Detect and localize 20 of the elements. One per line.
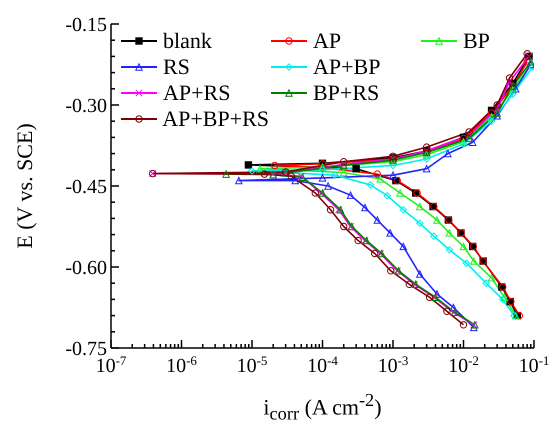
x-tick-label: 10$^{-4}$: [307, 352, 338, 377]
y-tick-label: -0.45: [65, 176, 107, 198]
legend-label: RS: [163, 54, 190, 80]
x-tick-label: 10$^{-6}$: [166, 352, 198, 377]
legend-label: BP+RS: [313, 80, 380, 106]
y-tick-label: -0.15: [65, 14, 107, 36]
x-axis-title: i$_{corr}$ (A cm$^{-2}$): [262, 390, 383, 425]
x-tick-label: 10$^{-1}$: [518, 352, 550, 377]
y-axis-title: E (V vs. SCE): [12, 123, 38, 249]
legend-label: AP+RS: [163, 80, 230, 106]
x-tick-label: 10$^{-2}$: [448, 352, 479, 377]
x-tick-label: 10$^{-5}$: [236, 352, 268, 377]
x-tick-label: 10$^{-3}$: [378, 352, 408, 377]
y-tick-label: -0.30: [65, 95, 107, 117]
legend-label: AP: [313, 28, 342, 54]
legend-label: blank: [163, 28, 212, 54]
legend-label: AP+BP+RS: [162, 106, 269, 132]
legend-label: AP+BP: [313, 54, 380, 80]
legend-label: BP: [463, 28, 490, 54]
y-tick-label: -0.60: [65, 257, 107, 279]
